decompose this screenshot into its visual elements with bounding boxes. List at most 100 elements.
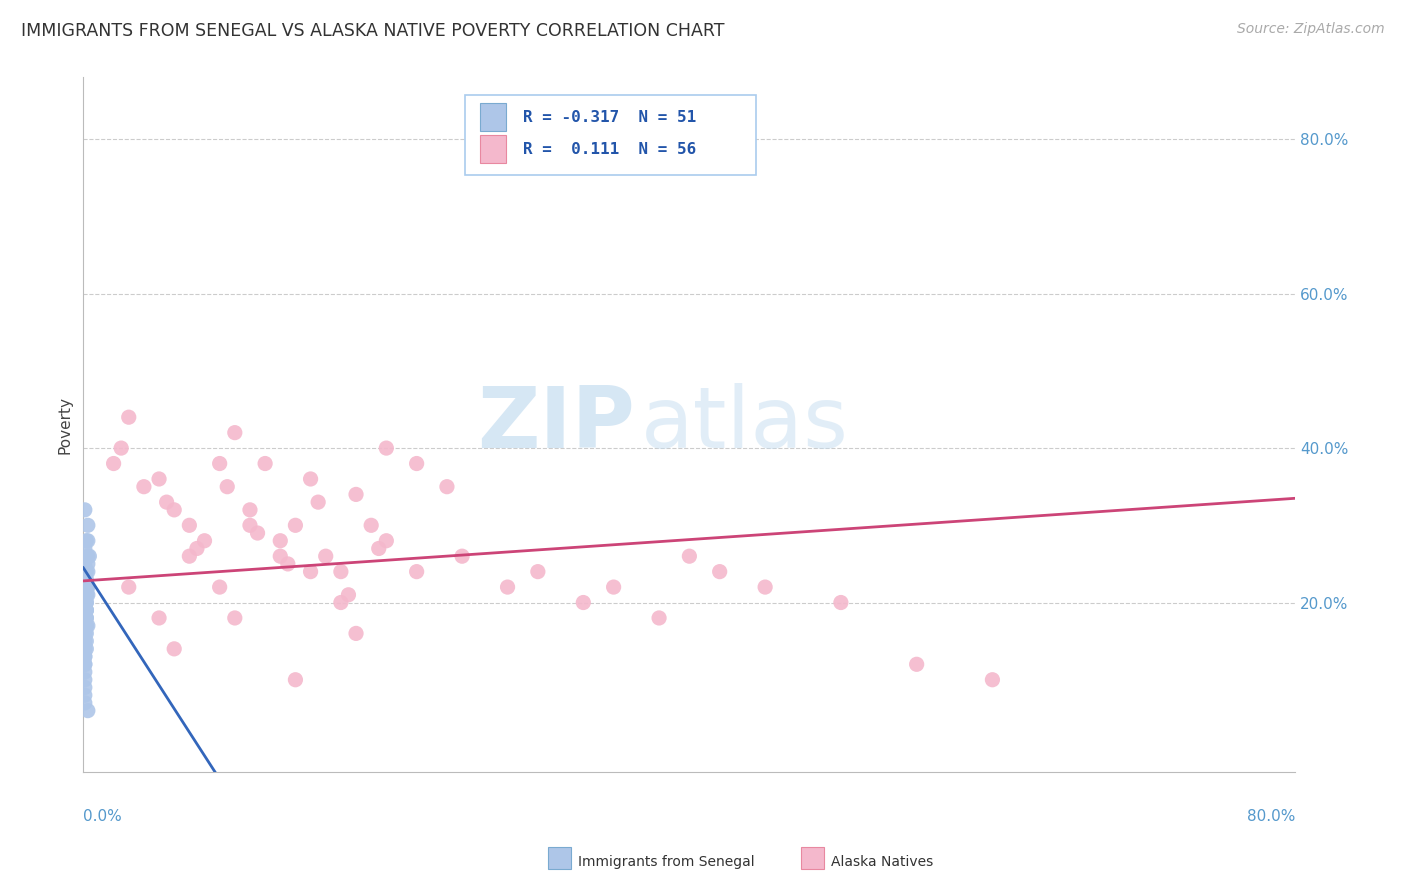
Point	[75, 603, 97, 617]
Point	[73, 573, 96, 587]
Text: R =  0.111  N = 56: R = 0.111 N = 56	[523, 142, 696, 156]
Point	[73, 503, 96, 517]
Point	[103, 457, 125, 471]
Text: 80.0%: 80.0%	[1247, 809, 1295, 824]
Point	[284, 673, 307, 687]
Point	[344, 487, 367, 501]
Point	[405, 457, 427, 471]
Point	[179, 549, 201, 564]
Point	[284, 518, 307, 533]
Point	[277, 557, 299, 571]
Text: atlas: atlas	[641, 384, 849, 467]
Point	[110, 441, 132, 455]
Point	[75, 580, 97, 594]
Point	[76, 704, 98, 718]
FancyBboxPatch shape	[465, 95, 756, 175]
Point	[73, 681, 96, 695]
Point	[156, 495, 179, 509]
Point	[360, 518, 382, 533]
Point	[73, 673, 96, 687]
Point	[148, 472, 170, 486]
Point	[367, 541, 389, 556]
Point	[254, 457, 277, 471]
Point	[73, 611, 96, 625]
Bar	[801, 847, 824, 869]
Point	[76, 618, 98, 632]
Point	[75, 588, 97, 602]
Point	[436, 480, 458, 494]
Point	[163, 641, 186, 656]
Point	[79, 549, 101, 564]
Point	[239, 518, 262, 533]
Point	[73, 696, 96, 710]
Point	[76, 580, 98, 594]
Y-axis label: Poverty: Poverty	[58, 396, 72, 454]
Point	[208, 457, 231, 471]
Point	[163, 503, 186, 517]
Point	[246, 526, 269, 541]
Point	[73, 595, 96, 609]
Point	[73, 641, 96, 656]
Point	[73, 634, 96, 648]
Point	[75, 573, 97, 587]
Point	[375, 533, 398, 548]
Point	[73, 688, 96, 702]
Point	[602, 580, 624, 594]
Point	[75, 611, 97, 625]
Point	[73, 541, 96, 556]
Point	[118, 410, 141, 425]
Point	[75, 611, 97, 625]
Point	[239, 503, 262, 517]
Point	[75, 641, 97, 656]
Point	[299, 472, 322, 486]
Point	[572, 595, 595, 609]
Point	[75, 618, 97, 632]
Point	[217, 480, 239, 494]
Point	[337, 588, 360, 602]
Point	[905, 657, 928, 672]
Point	[315, 549, 337, 564]
Point	[754, 580, 776, 594]
Point	[73, 626, 96, 640]
Point	[375, 441, 398, 455]
Text: IMMIGRANTS FROM SENEGAL VS ALASKA NATIVE POVERTY CORRELATION CHART: IMMIGRANTS FROM SENEGAL VS ALASKA NATIVE…	[21, 22, 724, 40]
Point	[179, 518, 201, 533]
Point	[73, 665, 96, 679]
Text: Source: ZipAtlas.com: Source: ZipAtlas.com	[1237, 22, 1385, 37]
Point	[527, 565, 550, 579]
Point	[830, 595, 852, 609]
Point	[208, 580, 231, 594]
Point	[76, 533, 98, 548]
Point	[344, 626, 367, 640]
Point	[405, 565, 427, 579]
Text: ZIP: ZIP	[477, 384, 636, 467]
Point	[76, 588, 98, 602]
Text: Immigrants from Senegal: Immigrants from Senegal	[578, 855, 755, 869]
FancyBboxPatch shape	[479, 135, 506, 163]
Point	[269, 549, 291, 564]
Point	[329, 565, 352, 579]
Point	[75, 626, 97, 640]
FancyBboxPatch shape	[479, 103, 506, 131]
Point	[75, 618, 97, 632]
Point	[76, 549, 98, 564]
Point	[75, 603, 97, 617]
Point	[76, 565, 98, 579]
Point	[678, 549, 700, 564]
Point	[193, 533, 215, 548]
Point	[307, 495, 329, 509]
Point	[75, 565, 97, 579]
Point	[118, 580, 141, 594]
Point	[186, 541, 208, 556]
Point	[75, 580, 97, 594]
Text: 0.0%: 0.0%	[83, 809, 122, 824]
Point	[75, 603, 97, 617]
Point	[73, 603, 96, 617]
Point	[73, 657, 96, 672]
Point	[148, 611, 170, 625]
Point	[451, 549, 474, 564]
Point	[75, 595, 97, 609]
Text: R = -0.317  N = 51: R = -0.317 N = 51	[523, 110, 696, 125]
Point	[981, 673, 1004, 687]
Point	[73, 657, 96, 672]
